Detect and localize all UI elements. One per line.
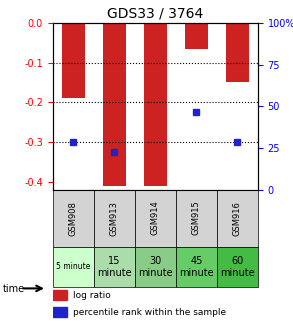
FancyBboxPatch shape — [176, 247, 217, 287]
Bar — [103, 23, 125, 185]
Bar — [226, 23, 248, 82]
Text: percentile rank within the sample: percentile rank within the sample — [73, 308, 226, 317]
Text: GSM915: GSM915 — [192, 201, 201, 235]
Text: 5 minute: 5 minute — [56, 262, 91, 271]
FancyBboxPatch shape — [135, 247, 176, 287]
Title: GDS33 / 3764: GDS33 / 3764 — [107, 6, 203, 20]
FancyBboxPatch shape — [176, 190, 217, 247]
Text: 15
minute: 15 minute — [97, 256, 132, 278]
FancyBboxPatch shape — [94, 190, 135, 247]
Text: 30
minute: 30 minute — [138, 256, 173, 278]
FancyBboxPatch shape — [217, 247, 258, 287]
Text: time: time — [3, 284, 25, 294]
FancyBboxPatch shape — [135, 190, 176, 247]
Bar — [185, 23, 207, 49]
Text: GSM908: GSM908 — [69, 201, 78, 235]
Text: GSM914: GSM914 — [151, 201, 160, 235]
Bar — [144, 23, 166, 185]
FancyBboxPatch shape — [53, 190, 94, 247]
Bar — [53, 307, 67, 317]
Text: 60
minute: 60 minute — [220, 256, 255, 278]
Text: GSM916: GSM916 — [233, 201, 242, 235]
Bar — [53, 290, 67, 301]
FancyBboxPatch shape — [217, 190, 258, 247]
Text: log ratio: log ratio — [73, 291, 111, 300]
Text: GSM913: GSM913 — [110, 201, 119, 235]
Text: 45
minute: 45 minute — [179, 256, 214, 278]
Bar — [62, 23, 84, 98]
FancyBboxPatch shape — [53, 247, 94, 287]
FancyBboxPatch shape — [94, 247, 135, 287]
